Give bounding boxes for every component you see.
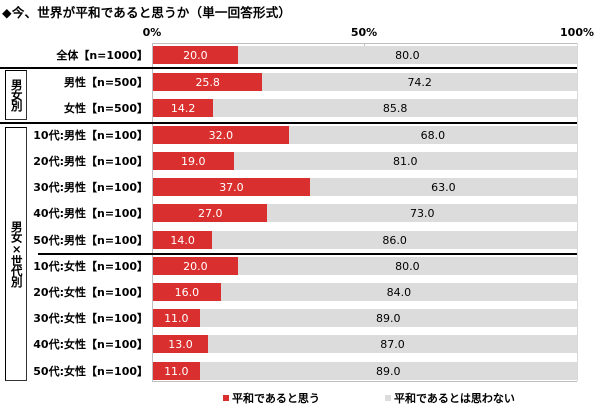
legend-item-yes: 平和であると思う	[223, 390, 320, 406]
bar-row: 20代:女性【n=100】 16.0 84.0	[0, 283, 600, 301]
plot-border-right	[577, 43, 578, 381]
bar-segment-yes: 11.0	[153, 362, 200, 380]
bar-row: 男性【n=500】 25.8 74.2	[0, 73, 600, 91]
legend-swatch-red	[223, 395, 229, 401]
bar-segment-yes: 20.0	[153, 257, 238, 275]
legend-label-yes: 平和であると思う	[232, 392, 320, 405]
stacked-bar: 19.0 81.0	[153, 152, 577, 170]
row-label: 10代:女性【n=100】	[33, 260, 148, 273]
bar-row: 全体【n=1000】 20.0 80.0	[0, 46, 600, 64]
row-label: 女性【n=500】	[63, 102, 148, 115]
bar-row: 40代:男性【n=100】 27.0 73.0	[0, 204, 600, 222]
bar-row: 30代:男性【n=100】 37.0 63.0	[0, 178, 600, 196]
bar-segment-yes: 14.0	[153, 231, 213, 249]
group-label-gender-text: 男女別	[9, 79, 24, 111]
stacked-bar: 37.0 63.0	[153, 178, 577, 196]
axis-tick-50: 50%	[350, 26, 378, 39]
bar-segment-no: 89.0	[199, 309, 577, 327]
stacked-bar: 16.0 84.0	[153, 283, 577, 301]
bar-row: 女性【n=500】 14.2 85.8	[0, 99, 600, 117]
bar-row: 10代:男性【n=100】 32.0 68.0	[0, 126, 600, 144]
axis-tick-100: 100%	[560, 26, 594, 39]
stacked-bar: 27.0 73.0	[153, 204, 577, 222]
legend-item-no: 平和であるとは思わない	[385, 390, 515, 406]
legend-swatch-gray	[385, 395, 391, 401]
row-label: 男性【n=500】	[63, 76, 148, 89]
bar-segment-no: 85.8	[213, 99, 577, 117]
bar-row: 50代:男性【n=100】 14.0 86.0	[0, 231, 600, 249]
row-label: 10代:男性【n=100】	[33, 129, 148, 142]
bar-row: 20代:男性【n=100】 19.0 81.0	[0, 152, 600, 170]
bar-segment-no: 73.0	[267, 204, 577, 222]
row-label: 50代:男性【n=100】	[33, 234, 148, 247]
row-label: 30代:男性【n=100】	[33, 181, 148, 194]
row-label: 50代:女性【n=100】	[33, 365, 148, 378]
stacked-bar: 20.0 80.0	[153, 257, 577, 275]
divider-overall	[0, 67, 577, 69]
bar-segment-no: 74.2	[262, 73, 577, 91]
bar-segment-yes: 11.0	[153, 309, 200, 327]
row-label: 20代:男性【n=100】	[33, 155, 148, 168]
row-label: 20代:女性【n=100】	[33, 286, 148, 299]
plot-border-bottom	[152, 381, 577, 382]
axis-tick-0: 0%	[142, 26, 162, 39]
bar-segment-yes: 27.0	[153, 204, 268, 222]
bar-segment-yes: 14.2	[153, 99, 214, 117]
row-label: 30代:女性【n=100】	[33, 312, 148, 325]
row-label: 40代:男性【n=100】	[33, 207, 148, 220]
stacked-bar: 32.0 68.0	[153, 126, 577, 144]
row-label: 40代:女性【n=100】	[33, 338, 148, 351]
bar-segment-yes: 32.0	[153, 126, 289, 144]
bar-segment-yes: 20.0	[153, 46, 238, 64]
bar-segment-no: 63.0	[309, 178, 577, 196]
group-label-gender-age-text: 男女×世代別	[9, 221, 24, 287]
bar-segment-no: 80.0	[237, 257, 577, 275]
legend-label-no: 平和であるとは思わない	[394, 392, 515, 405]
stacked-bar: 13.0 87.0	[153, 335, 577, 353]
bar-segment-yes: 19.0	[153, 152, 234, 170]
bar-segment-no: 81.0	[233, 152, 577, 170]
bar-segment-yes: 37.0	[153, 178, 310, 196]
stacked-bar: 11.0 89.0	[153, 362, 577, 380]
bar-row: 30代:女性【n=100】 11.0 89.0	[0, 309, 600, 327]
chart-title: ◆今、世界が平和であると思うか（単一回答形式）	[2, 5, 292, 20]
bar-segment-no: 68.0	[288, 126, 577, 144]
stacked-bar: 11.0 89.0	[153, 309, 577, 327]
bar-segment-no: 86.0	[212, 231, 577, 249]
stacked-bar: 20.0 80.0	[153, 46, 577, 64]
axis-mid-tick	[364, 43, 365, 48]
stacked-bar: 25.8 74.2	[153, 73, 577, 91]
bar-row: 40代:女性【n=100】 13.0 87.0	[0, 335, 600, 353]
bar-segment-no: 80.0	[237, 46, 577, 64]
bar-segment-no: 84.0	[220, 283, 577, 301]
divider-male-female	[38, 253, 577, 255]
stacked-bar: 14.0 86.0	[153, 231, 577, 249]
group-label-gender: 男女別	[5, 70, 27, 120]
bar-segment-yes: 16.0	[153, 283, 221, 301]
plot-axis-left	[152, 43, 153, 381]
row-label: 全体【n=1000】	[56, 49, 148, 62]
bar-row: 50代:女性【n=100】 11.0 89.0	[0, 362, 600, 380]
group-label-gender-age: 男女×世代別	[5, 127, 27, 381]
bar-segment-no: 87.0	[208, 335, 577, 353]
bar-segment-yes: 25.8	[153, 73, 263, 91]
bar-segment-no: 89.0	[199, 362, 577, 380]
bar-row: 10代:女性【n=100】 20.0 80.0	[0, 257, 600, 275]
bar-segment-yes: 13.0	[153, 335, 209, 353]
stacked-bar: 14.2 85.8	[153, 99, 577, 117]
divider-gender	[0, 122, 577, 124]
